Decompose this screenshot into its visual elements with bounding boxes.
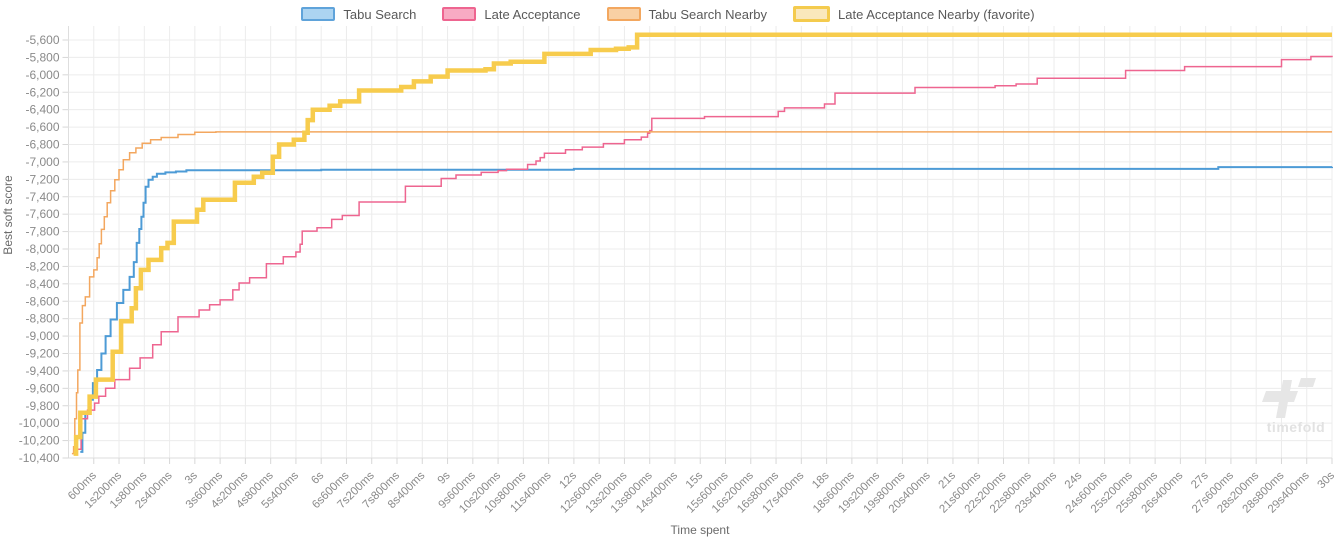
- y-axis-title: Best soft score: [1, 175, 15, 255]
- timefold-watermark-text: timefold: [1267, 419, 1325, 435]
- y-tick-label: -6,800: [25, 138, 59, 152]
- chart-legend: Tabu Search Late Acceptance Tabu Search Ne…: [0, 6, 1336, 22]
- y-tick-label: -8,400: [25, 277, 59, 291]
- legend-swatch-icon: [301, 7, 336, 21]
- y-tick-label: -7,200: [25, 172, 59, 186]
- y-tick-label: -7,800: [25, 225, 59, 239]
- y-tick-label: -9,600: [25, 381, 59, 395]
- legend-item-late-acceptance-nearby-favorite[interactable]: Late Acceptance Nearby (favorite): [793, 6, 1035, 22]
- x-tick-label: 30s: [1316, 469, 1336, 491]
- x-tick-label: 3s: [183, 469, 200, 486]
- y-tick-label: -10,000: [19, 416, 60, 430]
- y-tick-label: -8,600: [25, 294, 59, 308]
- legend-item-label: Tabu Search: [343, 6, 417, 22]
- series-line-late-acceptance-nearby-favorite: [73, 32, 1332, 456]
- y-tick-label: -6,000: [25, 68, 59, 82]
- y-tick-label: -7,600: [25, 207, 59, 221]
- y-tick-label: -5,600: [25, 33, 59, 47]
- y-tick-label: -7,000: [25, 155, 59, 169]
- x-axis-title: Time spent: [671, 523, 731, 537]
- series-line-late-acceptance: [77, 55, 1333, 451]
- legend-item-tabu-search-nearby[interactable]: Tabu Search Nearby: [606, 6, 768, 22]
- series-line-tabu-search-nearby: [71, 131, 1332, 455]
- y-tick-label: -7,400: [25, 190, 59, 204]
- x-tick-label: 6s: [309, 469, 326, 486]
- y-tick-label: -9,800: [25, 399, 59, 413]
- timefold-watermark: timefold: [1262, 378, 1325, 435]
- legend-item-late-acceptance[interactable]: Late Acceptance: [442, 6, 581, 22]
- y-tick-label: -6,600: [25, 120, 59, 134]
- legend-item-tabu-search[interactable]: Tabu Search: [301, 7, 416, 22]
- x-tick-label: 21s: [936, 469, 958, 491]
- legend-swatch-icon: [793, 6, 831, 22]
- legend-item-label: Late Acceptance Nearby (favorite): [838, 6, 1035, 22]
- x-tick-label: 18s: [810, 469, 832, 491]
- y-tick-label: -6,400: [25, 103, 59, 117]
- timefold-logo-icon: [1262, 378, 1316, 418]
- legend-item-label: Late Acceptance: [484, 6, 581, 22]
- x-tick-label: 27s: [1189, 469, 1211, 491]
- y-tick-label: -10,200: [19, 434, 60, 448]
- legend-swatch-icon: [442, 7, 477, 21]
- x-tick-label: 9s: [436, 469, 453, 486]
- y-tick-label: -8,000: [25, 242, 59, 256]
- y-tick-label: -10,400: [19, 451, 60, 465]
- axis-tick-marks: [62, 39, 1333, 464]
- legend-item-label: Tabu Search Nearby: [648, 6, 768, 22]
- legend-swatch-icon: [606, 7, 641, 21]
- series-line-tabu-search: [80, 166, 1333, 453]
- gridlines: [68, 26, 1333, 459]
- y-tick-label: -5,800: [25, 50, 59, 64]
- y-tick-label: -9,400: [25, 364, 59, 378]
- y-tick-label: -8,200: [25, 259, 59, 273]
- y-tick-label: -8,800: [25, 312, 59, 326]
- x-tick-label: 24s: [1063, 469, 1085, 491]
- y-tick-label: -9,200: [25, 347, 59, 361]
- x-tick-label: 12s: [557, 469, 579, 491]
- y-tick-label: -6,200: [25, 85, 59, 99]
- series-lines: [71, 32, 1333, 456]
- x-tick-label: 15s: [684, 469, 706, 491]
- y-axis-tick-labels: -5,600 -5,800 -6,000 -6,200 -6,400 -6,600 -6,8…: [19, 33, 60, 465]
- y-tick-label: -9,000: [25, 329, 59, 343]
